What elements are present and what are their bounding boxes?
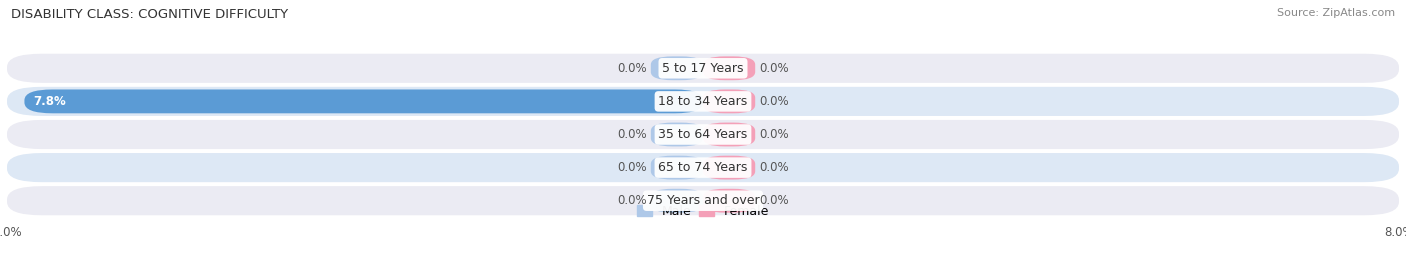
FancyBboxPatch shape — [703, 123, 755, 146]
FancyBboxPatch shape — [24, 90, 703, 113]
Text: 7.8%: 7.8% — [34, 95, 66, 108]
FancyBboxPatch shape — [703, 189, 755, 213]
FancyBboxPatch shape — [651, 123, 703, 146]
Text: 18 to 34 Years: 18 to 34 Years — [658, 95, 748, 108]
Text: 65 to 74 Years: 65 to 74 Years — [658, 161, 748, 174]
Text: 35 to 64 Years: 35 to 64 Years — [658, 128, 748, 141]
Text: 0.0%: 0.0% — [759, 95, 789, 108]
FancyBboxPatch shape — [651, 156, 703, 179]
Text: 5 to 17 Years: 5 to 17 Years — [662, 62, 744, 75]
Text: 0.0%: 0.0% — [759, 161, 789, 174]
Text: DISABILITY CLASS: COGNITIVE DIFFICULTY: DISABILITY CLASS: COGNITIVE DIFFICULTY — [11, 8, 288, 21]
FancyBboxPatch shape — [7, 54, 1399, 83]
Legend: Male, Female: Male, Female — [631, 200, 775, 223]
FancyBboxPatch shape — [7, 87, 1399, 116]
FancyBboxPatch shape — [651, 56, 703, 80]
Text: 0.0%: 0.0% — [617, 194, 647, 207]
Text: 0.0%: 0.0% — [617, 62, 647, 75]
FancyBboxPatch shape — [7, 120, 1399, 149]
Text: Source: ZipAtlas.com: Source: ZipAtlas.com — [1277, 8, 1395, 18]
Text: 0.0%: 0.0% — [617, 128, 647, 141]
Text: 0.0%: 0.0% — [759, 194, 789, 207]
Text: 0.0%: 0.0% — [759, 62, 789, 75]
FancyBboxPatch shape — [703, 56, 755, 80]
FancyBboxPatch shape — [703, 90, 755, 113]
Text: 0.0%: 0.0% — [759, 128, 789, 141]
FancyBboxPatch shape — [703, 156, 755, 179]
Text: 0.0%: 0.0% — [617, 161, 647, 174]
FancyBboxPatch shape — [7, 153, 1399, 182]
Text: 75 Years and over: 75 Years and over — [647, 194, 759, 207]
FancyBboxPatch shape — [651, 189, 703, 213]
FancyBboxPatch shape — [7, 186, 1399, 215]
